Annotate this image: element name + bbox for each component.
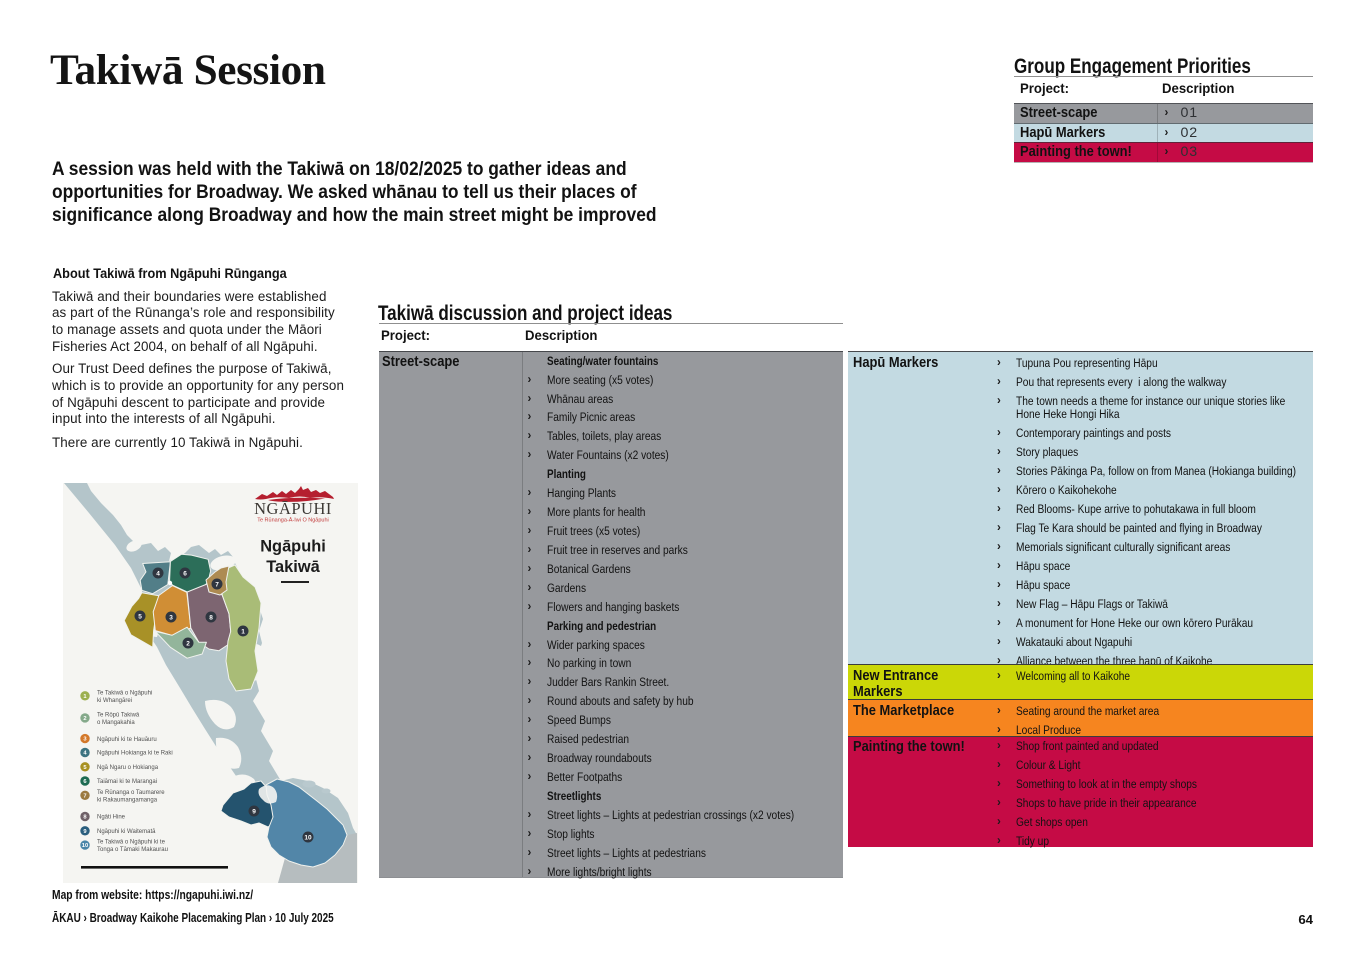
svg-text:ki Rakaumangamanga: ki Rakaumangamanga [97, 797, 158, 803]
svg-text:Ngāpuhi: Ngāpuhi [260, 538, 326, 556]
svg-text:Ngāpuhi Hokianga ki te Raki: Ngāpuhi Hokianga ki te Raki [97, 751, 173, 757]
svg-text:8: 8 [209, 614, 213, 621]
svg-text:Te Takiwā o Ngāpuhi ki te: Te Takiwā o Ngāpuhi ki te [97, 840, 166, 846]
svg-text:Ngā Ngaru o Hokianga: Ngā Ngaru o Hokianga [97, 765, 159, 771]
svg-text:NGĀPUHI: NGĀPUHI [254, 499, 332, 518]
svg-text:3: 3 [83, 737, 87, 743]
svg-text:8: 8 [83, 815, 87, 821]
svg-text:1: 1 [241, 628, 245, 635]
svg-text:3: 3 [169, 614, 173, 621]
svg-text:5: 5 [83, 765, 87, 771]
svg-text:10: 10 [304, 834, 312, 841]
svg-text:7: 7 [215, 581, 219, 588]
svg-text:9: 9 [252, 808, 256, 815]
svg-text:Tonga o Tāmaki Makaurau: Tonga o Tāmaki Makaurau [97, 847, 168, 853]
svg-text:ki Whangārei: ki Whangārei [97, 698, 132, 704]
svg-text:Te Rūnanga-Ā-Iwi O Ngāpuhi: Te Rūnanga-Ā-Iwi O Ngāpuhi [257, 517, 329, 524]
svg-text:Taiāmai ki te Marangai: Taiāmai ki te Marangai [97, 779, 157, 785]
svg-text:1: 1 [83, 694, 87, 700]
svg-text:5: 5 [138, 613, 142, 620]
svg-text:2: 2 [186, 640, 190, 647]
svg-text:7: 7 [83, 793, 86, 799]
svg-text:6: 6 [183, 570, 187, 577]
svg-text:10: 10 [82, 843, 88, 849]
svg-text:Te Rōpū Takiwā: Te Rōpū Takiwā [97, 712, 140, 718]
svg-text:9: 9 [83, 829, 87, 835]
svg-text:Ngāpuhi ki Waitematā: Ngāpuhi ki Waitematā [97, 829, 156, 835]
svg-text:4: 4 [83, 751, 87, 757]
svg-text:Te Rūnanga o Taumarere: Te Rūnanga o Taumarere [97, 790, 165, 796]
svg-text:Ngāti Hine: Ngāti Hine [97, 815, 126, 821]
svg-text:2: 2 [83, 716, 86, 722]
svg-text:4: 4 [156, 570, 160, 577]
svg-text:o Mangakahia: o Mangakahia [97, 720, 135, 726]
svg-text:Te Takiwā o Ngāpuhi: Te Takiwā o Ngāpuhi [97, 690, 152, 696]
svg-text:Ngāpuhi ki te Hauāuru: Ngāpuhi ki te Hauāuru [97, 737, 157, 743]
svg-text:Takiwā: Takiwā [266, 558, 320, 576]
svg-text:6: 6 [83, 779, 87, 785]
